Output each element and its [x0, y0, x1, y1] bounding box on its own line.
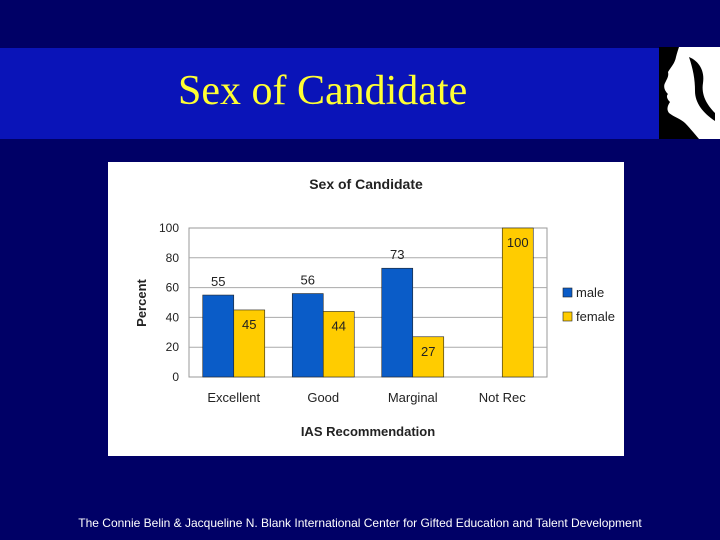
bar-female	[322, 311, 355, 378]
bars	[202, 227, 534, 378]
y-axis-label: Percent	[134, 278, 149, 326]
profile-silhouette-logo	[659, 47, 720, 139]
bar-value-label: 73	[390, 247, 404, 262]
bar-female	[412, 336, 445, 378]
x-tick-label: Excellent	[207, 390, 260, 405]
legend-swatch-female	[562, 311, 573, 322]
bar-value-label: 27	[421, 344, 435, 359]
x-tick-label: Good	[307, 390, 339, 405]
legend: male female	[562, 285, 615, 324]
bar-value-label: 44	[332, 318, 346, 333]
legend-label-male: male	[576, 285, 604, 300]
chart-title: Sex of Candidate	[309, 176, 423, 192]
y-tick-labels: 0 20 40 60 80 100	[159, 221, 179, 384]
bar-male	[291, 293, 324, 378]
x-tick-label: Marginal	[388, 390, 438, 405]
bar-value-label: 56	[301, 273, 315, 288]
y-tick-label: 40	[166, 310, 180, 324]
y-tick-label: 20	[166, 340, 180, 354]
bar-female	[233, 309, 266, 378]
legend-label-female: female	[576, 309, 615, 324]
x-tick-labels: Excellent Good Marginal Not Rec	[207, 390, 526, 405]
bar-male	[381, 267, 414, 378]
slide-title: Sex of Candidate	[178, 68, 468, 114]
bar-female	[501, 227, 534, 378]
legend-swatch-male	[562, 287, 573, 298]
bar-value-label: 100	[507, 235, 529, 250]
bar-value-labels: 55 45 56 44 73 27 100	[211, 235, 529, 359]
x-tick-label: Not Rec	[479, 390, 526, 405]
chart-panel: Sex of Candidate 0 20 40 60 80 100 55 45 56 44 73…	[108, 162, 624, 456]
bar-male	[202, 294, 235, 378]
y-tick-label: 60	[166, 281, 180, 295]
bar-value-label: 45	[242, 317, 256, 332]
title-band	[0, 48, 720, 139]
y-tick-label: 80	[166, 251, 180, 265]
y-tick-label: 0	[172, 370, 179, 384]
bar-chart: Sex of Candidate 0 20 40 60 80 100 55 45 56 44 73…	[134, 176, 615, 439]
y-tick-label: 100	[159, 221, 179, 235]
x-axis-label: IAS Recommendation	[301, 424, 435, 439]
bar-value-label: 55	[211, 274, 225, 289]
footer-credit: The Connie Belin & Jacqueline N. Blank I…	[78, 516, 642, 530]
